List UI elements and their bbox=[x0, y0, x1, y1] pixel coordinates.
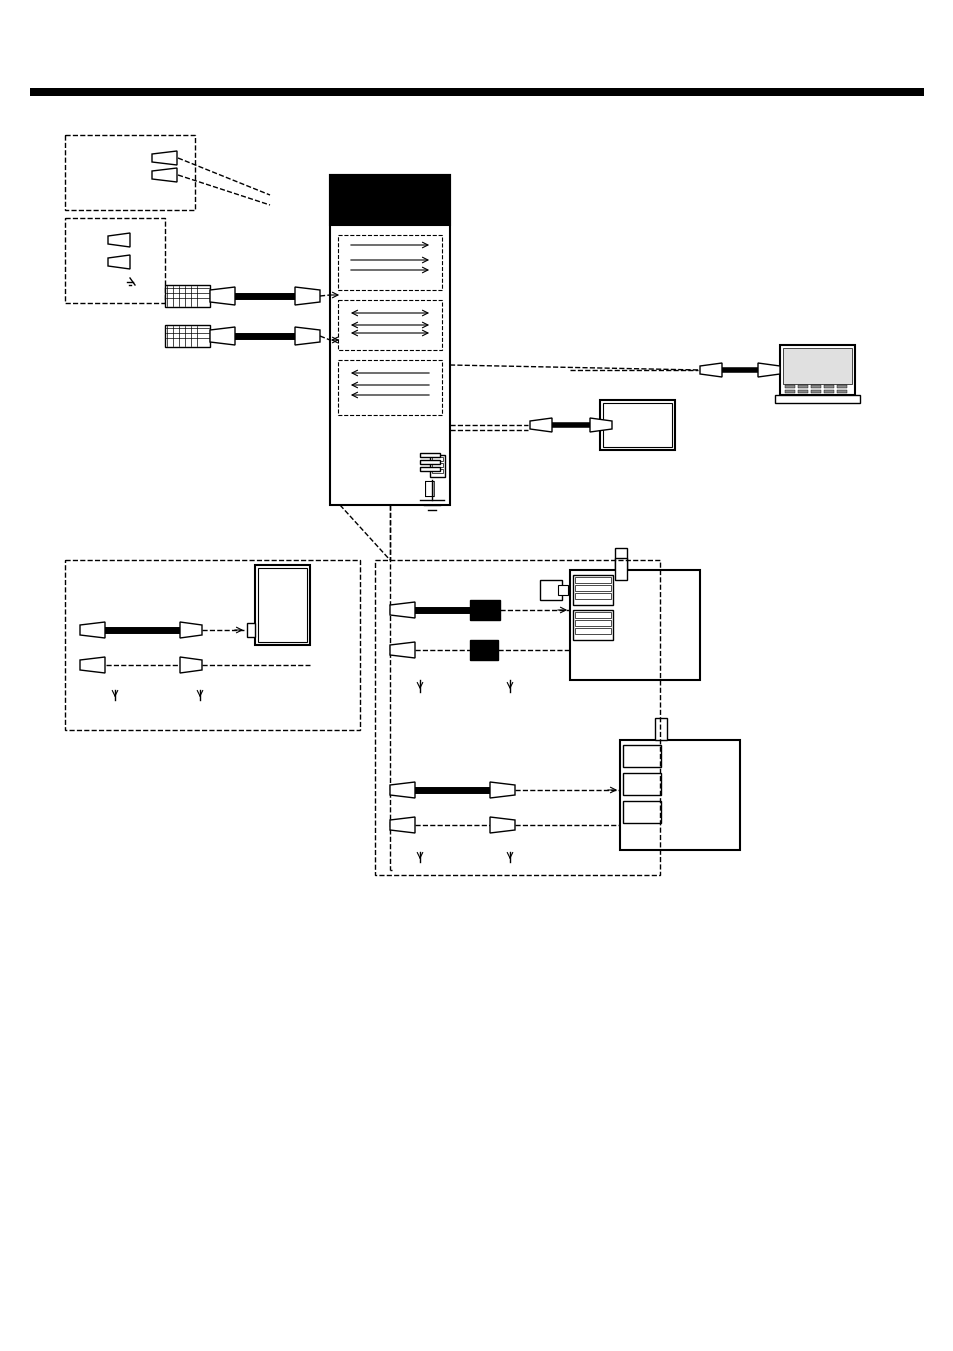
Bar bbox=[539, 580, 561, 600]
Bar bbox=[784, 390, 794, 393]
Polygon shape bbox=[180, 621, 202, 638]
Polygon shape bbox=[210, 327, 234, 345]
Polygon shape bbox=[152, 168, 177, 182]
Bar bbox=[797, 385, 807, 388]
Polygon shape bbox=[108, 232, 130, 247]
Bar bbox=[247, 623, 254, 638]
Bar bbox=[30, 88, 923, 96]
Bar bbox=[470, 600, 499, 620]
Bar bbox=[774, 394, 859, 403]
Bar bbox=[622, 773, 660, 794]
Bar bbox=[575, 577, 610, 584]
Bar bbox=[330, 176, 450, 226]
Bar bbox=[432, 463, 442, 467]
Bar bbox=[65, 135, 194, 209]
Bar bbox=[337, 235, 441, 290]
Polygon shape bbox=[390, 603, 415, 617]
Bar bbox=[375, 561, 659, 875]
Bar bbox=[575, 593, 610, 598]
Bar bbox=[615, 549, 626, 570]
Bar bbox=[337, 359, 441, 415]
Bar bbox=[622, 801, 660, 823]
Text: ⏚: ⏚ bbox=[424, 478, 436, 497]
Polygon shape bbox=[490, 782, 515, 798]
Polygon shape bbox=[490, 817, 515, 834]
Polygon shape bbox=[80, 621, 105, 638]
Polygon shape bbox=[700, 363, 721, 377]
Bar bbox=[419, 459, 439, 463]
Bar bbox=[575, 628, 610, 634]
Bar bbox=[599, 400, 675, 450]
Bar bbox=[780, 345, 854, 394]
Bar bbox=[655, 717, 666, 740]
Polygon shape bbox=[589, 417, 612, 432]
Bar bbox=[810, 390, 821, 393]
Bar bbox=[165, 326, 210, 347]
Bar bbox=[337, 300, 441, 350]
Bar bbox=[836, 390, 846, 393]
Polygon shape bbox=[108, 255, 130, 269]
Polygon shape bbox=[390, 817, 415, 834]
Bar bbox=[330, 176, 450, 505]
Bar bbox=[615, 558, 626, 580]
Polygon shape bbox=[180, 657, 202, 673]
Bar bbox=[784, 385, 794, 388]
Polygon shape bbox=[758, 363, 780, 377]
Bar bbox=[432, 457, 442, 461]
Polygon shape bbox=[210, 286, 234, 305]
Bar bbox=[569, 570, 700, 680]
Bar bbox=[823, 390, 833, 393]
Bar bbox=[797, 390, 807, 393]
Bar bbox=[430, 455, 444, 477]
Bar bbox=[573, 576, 613, 605]
Polygon shape bbox=[294, 327, 319, 345]
Bar bbox=[575, 585, 610, 590]
Bar bbox=[65, 218, 165, 303]
Bar bbox=[419, 467, 439, 471]
Bar bbox=[65, 561, 359, 730]
Polygon shape bbox=[530, 417, 552, 432]
Bar bbox=[558, 585, 567, 594]
Bar bbox=[470, 640, 497, 661]
Bar bbox=[419, 453, 439, 457]
Bar bbox=[823, 385, 833, 388]
Polygon shape bbox=[390, 782, 415, 798]
Polygon shape bbox=[294, 286, 319, 305]
Polygon shape bbox=[390, 642, 415, 658]
Bar bbox=[619, 740, 740, 850]
Bar bbox=[575, 620, 610, 626]
Polygon shape bbox=[80, 657, 105, 673]
Bar bbox=[602, 403, 671, 447]
Bar bbox=[575, 612, 610, 617]
Bar bbox=[254, 565, 310, 644]
Bar bbox=[257, 567, 307, 642]
Bar bbox=[165, 285, 210, 307]
Bar bbox=[782, 349, 851, 384]
Bar bbox=[573, 611, 613, 640]
Bar bbox=[810, 385, 821, 388]
Bar bbox=[836, 385, 846, 388]
Bar bbox=[432, 469, 442, 473]
Polygon shape bbox=[152, 151, 177, 165]
Bar bbox=[622, 744, 660, 767]
